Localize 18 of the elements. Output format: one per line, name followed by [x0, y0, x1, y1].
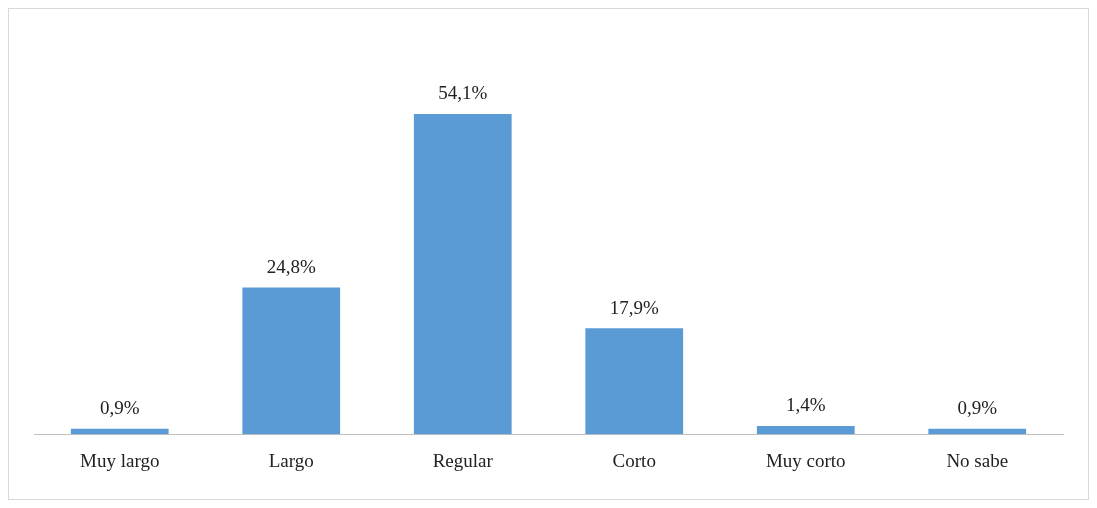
x-tick-label: No sabe [946, 449, 1009, 471]
data-label: 0,9% [99, 397, 140, 419]
data-label: 17,9% [609, 296, 659, 318]
bar [756, 425, 855, 435]
x-tick-label: Largo [268, 449, 314, 471]
x-tick-label: Muy corto [765, 449, 846, 471]
data-label: 0,9% [957, 397, 998, 419]
x-tick-label: Regular [432, 449, 494, 471]
bar [413, 113, 512, 435]
x-tick-label: Muy largo [80, 449, 160, 471]
data-label: 54,1% [438, 82, 488, 104]
bar [585, 328, 684, 435]
x-tick-label: Corto [612, 449, 656, 471]
bar [928, 428, 1027, 435]
bar [70, 428, 169, 435]
data-label: 24,8% [266, 255, 316, 277]
data-label: 1,4% [785, 394, 826, 416]
bar [242, 287, 341, 435]
